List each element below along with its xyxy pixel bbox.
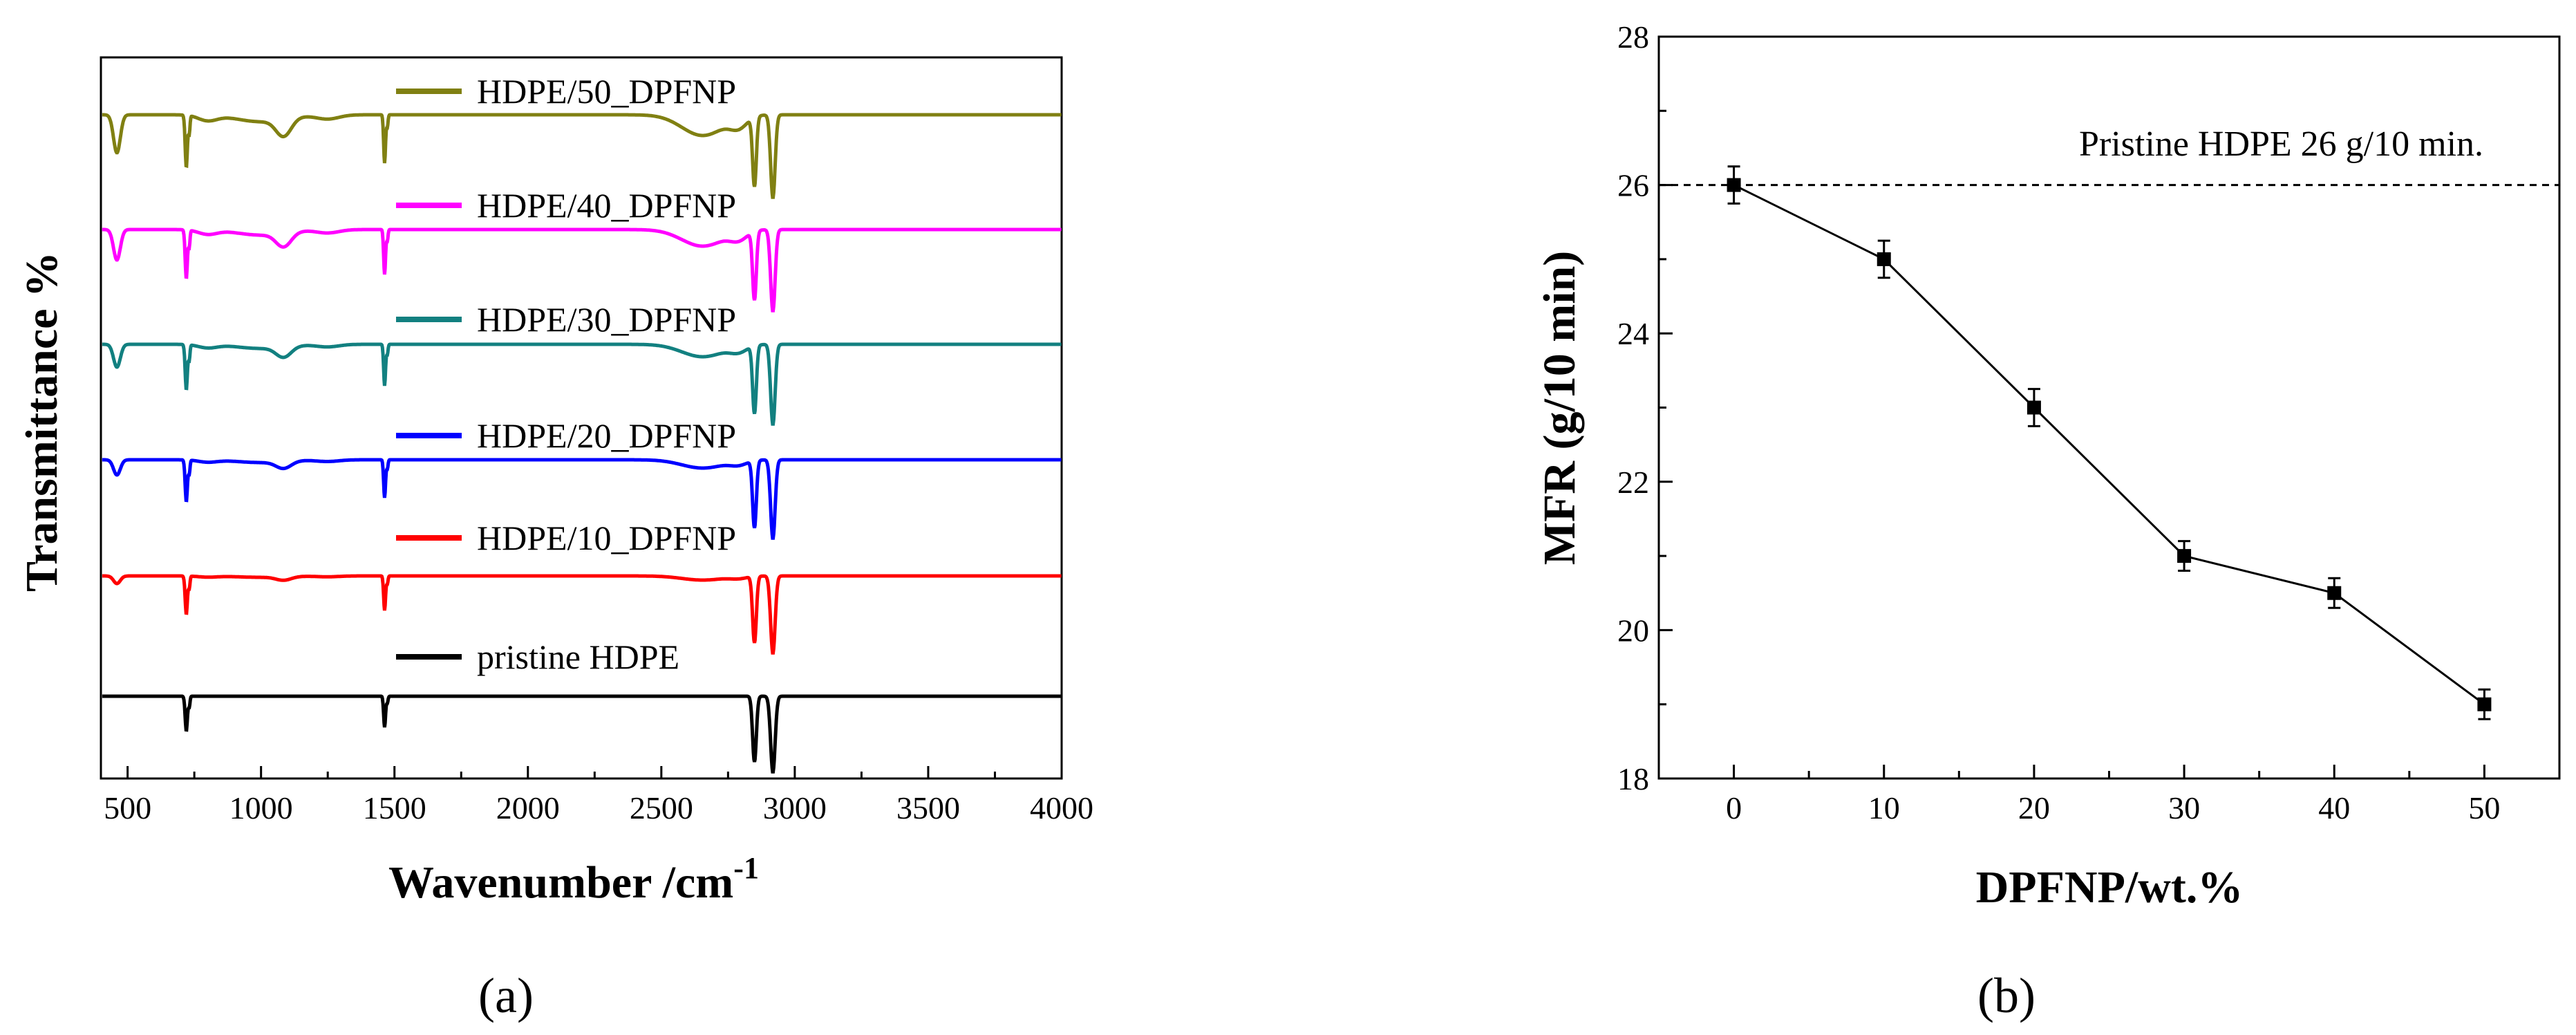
legend-label: HDPE/10_DPFNP xyxy=(477,519,736,557)
mfr-x-axis-label: DPFNP/wt.% xyxy=(1976,862,2244,913)
series-line-3 xyxy=(102,342,1062,426)
x-tick-label: 1000 xyxy=(229,790,293,826)
series-line-4 xyxy=(102,227,1062,313)
mfr-panel: 18 20 22 24 26 28 0 10 20 30 40 50 Pristine HDPE 26… xyxy=(1534,19,2561,913)
x-tick-label: 20 xyxy=(2018,790,2050,826)
series-line-5 xyxy=(102,113,1062,199)
x-tick-label: 4000 xyxy=(1030,790,1093,826)
mfr-axis-ticks: 18 20 22 24 26 28 0 10 20 30 40 50 xyxy=(1617,19,2561,826)
legend-label: HDPE/30_DPFNP xyxy=(477,300,736,339)
mfr-y-axis-label: MFR (g/10 min) xyxy=(1534,251,1585,566)
data-point xyxy=(2327,586,2342,600)
data-point xyxy=(1877,252,1891,266)
ftir-panel: HDPE/50_DPFNP HDPE/40_DPFNP HDPE/30_DPFNP H… xyxy=(17,56,1093,908)
ftir-plot-frame xyxy=(100,56,1063,780)
y-tick-label: 24 xyxy=(1617,316,1649,351)
y-tick-label: 18 xyxy=(1617,761,1649,796)
series-line-1 xyxy=(102,574,1062,655)
ftir-legend: HDPE/50_DPFNP HDPE/40_DPFNP HDPE/30_DPFNP H… xyxy=(396,72,736,676)
y-tick-label: 22 xyxy=(1617,465,1649,500)
caption-b: (b) xyxy=(1977,968,2036,1023)
legend-label: HDPE/20_DPFNP xyxy=(477,416,736,455)
series-line-2 xyxy=(102,458,1062,540)
data-point xyxy=(2027,400,2041,415)
data-point xyxy=(1727,178,1741,192)
x-tick-label: 10 xyxy=(1868,790,1900,826)
x-tick-label: 40 xyxy=(2318,790,2350,826)
x-tick-label: 50 xyxy=(2468,790,2500,826)
x-tick-label: 3500 xyxy=(896,790,960,826)
legend-label: HDPE/50_DPFNP xyxy=(477,72,736,111)
x-tick-label: 3000 xyxy=(763,790,827,826)
ftir-y-axis-label: Transmittance % xyxy=(17,252,67,592)
ftir-x-axis-label: Wavenumber /cm-1 xyxy=(388,851,759,908)
legend-label: HDPE/40_DPFNP xyxy=(477,186,736,225)
x-tick-label: 2000 xyxy=(496,790,560,826)
x-tick-label: 30 xyxy=(2168,790,2200,826)
x-tick-label: 2500 xyxy=(630,790,693,826)
ftir-series-group xyxy=(102,113,1062,774)
x-tick-label: 500 xyxy=(104,790,151,826)
legend-label: pristine HDPE xyxy=(477,637,679,676)
caption-a: (a) xyxy=(478,968,534,1023)
y-tick-label: 26 xyxy=(1617,168,1649,203)
ftir-x-axis-ticks: 500 1000 1500 2000 2500 3000 3500 4000 xyxy=(104,766,1093,826)
reference-label: Pristine HDPE 26 g/10 min. xyxy=(2079,124,2483,164)
series-line-0 xyxy=(102,694,1062,774)
data-point xyxy=(2477,697,2492,711)
data-point xyxy=(2177,549,2192,563)
mfr-data-series xyxy=(1727,165,2492,720)
x-tick-label: 1500 xyxy=(363,790,426,826)
y-tick-label: 28 xyxy=(1617,19,1649,55)
x-tick-label: 0 xyxy=(1726,790,1742,826)
y-tick-label: 20 xyxy=(1617,613,1649,648)
mfr-line xyxy=(1733,184,2485,705)
